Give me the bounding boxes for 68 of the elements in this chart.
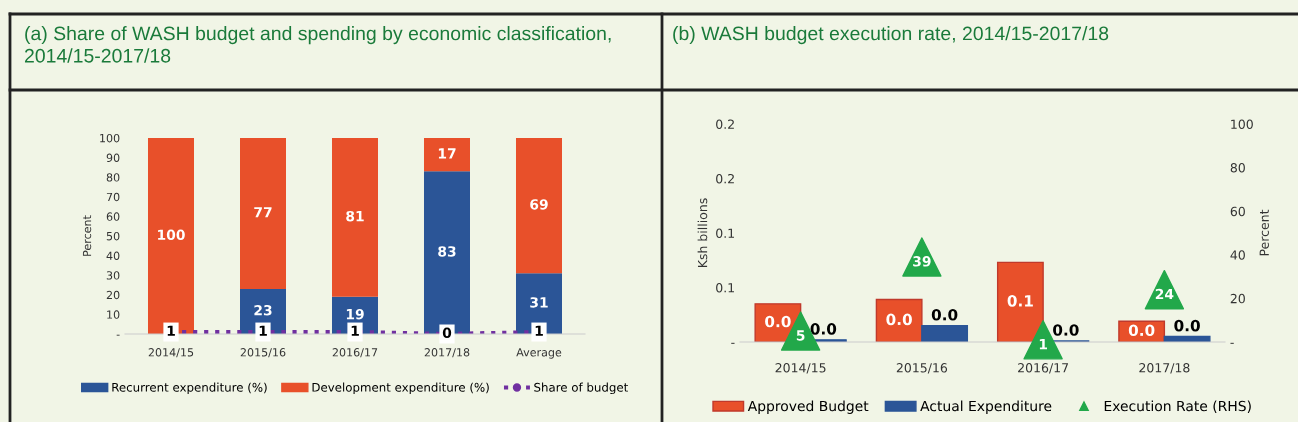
legend-label: Recurrent expenditure (%)	[112, 382, 267, 395]
data-label: 0	[442, 327, 452, 339]
data-label: 1	[1039, 339, 1047, 350]
legend-label: Development expenditure (%)	[312, 382, 489, 395]
data-label: 24	[1155, 288, 1174, 300]
y-tick-label: 0.2	[716, 173, 734, 184]
y2-tick-label: 100	[1231, 119, 1253, 129]
data-label: 69	[530, 199, 548, 210]
y2-tick-label: 60	[1230, 206, 1245, 217]
data-label: 0.0	[1174, 319, 1200, 332]
chart-title: (b) WASH budget execution rate, 2014/15-2017/18	[673, 26, 1109, 45]
y-tick-label: 90	[106, 153, 120, 162]
x-tick-label: 2015/16	[240, 348, 286, 358]
y2-tick-label: -	[1230, 342, 1234, 344]
data-label: 100	[158, 229, 185, 241]
y-tick-label: 0.2	[716, 119, 734, 129]
x-tick-label: 2016/17	[1018, 363, 1069, 374]
data-label: 31	[530, 297, 548, 308]
data-label: 1	[259, 325, 267, 336]
y-tick-label: -	[116, 334, 120, 336]
y2-tick-label: 80	[1230, 163, 1245, 173]
data-label: 0.0	[931, 308, 958, 321]
y-tick-label: 40	[106, 251, 120, 260]
x-tick-label: 2014/15	[148, 348, 194, 358]
data-label: 17	[438, 148, 456, 159]
data-label: 0.1	[1007, 295, 1033, 307]
x-tick-label: 2015/16	[896, 363, 948, 374]
data-label: 77	[254, 207, 272, 218]
data-label: 0.0	[765, 315, 791, 328]
x-tick-label: Average	[516, 348, 562, 359]
data-label: 5	[796, 330, 805, 341]
data-label: 0.0	[1053, 324, 1079, 336]
y-tick-label: 70	[106, 192, 120, 202]
legend-label: Share of budget	[534, 382, 629, 395]
data-label: 1	[535, 325, 543, 336]
data-label: 1	[167, 325, 175, 336]
y-tick-label: 0.1	[716, 282, 734, 293]
y-tick-label: 30	[106, 271, 120, 280]
legend-label: Approved Budget	[747, 400, 869, 414]
y-axis-title: Percent	[82, 215, 92, 256]
legend-label: Actual Expenditure	[920, 400, 1052, 414]
data-label: 23	[254, 304, 272, 316]
y-tick-label: 20	[106, 290, 120, 300]
data-label: 19	[346, 308, 364, 320]
data-label: 39	[913, 256, 931, 267]
y-tick-label: -	[731, 342, 735, 344]
y2-axis-title: Percent	[1259, 209, 1269, 256]
y2-tick-label: 20	[1230, 293, 1245, 304]
x-tick-label: 2017/18	[424, 348, 470, 358]
x-tick-label: 2016/17	[332, 348, 378, 358]
y-axis-title: Ksh billions	[697, 198, 708, 268]
chart-title: (a) Share of WASH budget and spending by economic classification, 2014/15-2017/18	[24, 26, 611, 63]
legend-label: Execution Rate (RHS)	[1104, 400, 1251, 413]
data-label: 0.0	[810, 323, 837, 335]
data-label: 1	[351, 325, 359, 336]
y-tick-label: 50	[106, 231, 120, 241]
y-tick-label: 0.1	[716, 228, 734, 238]
x-tick-label: 2014/15	[775, 363, 826, 374]
data-label: 0.0	[1128, 324, 1155, 337]
data-label: 81	[346, 210, 364, 222]
y2-tick-label: 40	[1230, 250, 1245, 260]
y-tick-label: 10	[107, 310, 120, 319]
y-tick-label: 80	[106, 173, 120, 182]
y-tick-label: 60	[106, 212, 120, 221]
y-tick-label: 100	[100, 133, 120, 143]
data-label: 0.0	[886, 313, 912, 326]
x-tick-label: 2017/18	[1139, 363, 1190, 374]
data-label: 83	[438, 246, 456, 257]
